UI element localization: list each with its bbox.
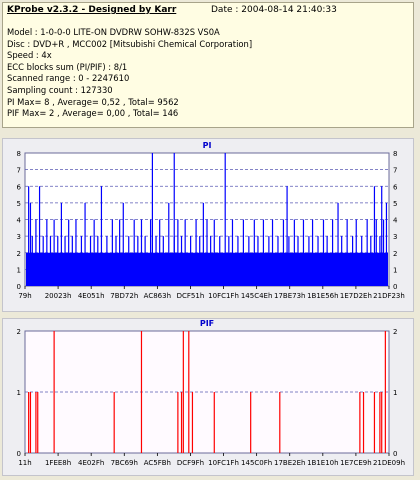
pi-xtick-label: 21DF23h	[373, 292, 405, 300]
pif-chart-title: PIF	[200, 319, 214, 328]
pif-ytick-left: 2	[17, 328, 21, 336]
pi-ytick-left: 6	[17, 183, 22, 191]
pi-ytick-left: 2	[17, 250, 21, 258]
pif-xtick-label: 4E02Fh	[78, 459, 104, 467]
sampling-line: Sampling count : 127330	[7, 84, 113, 95]
pif-xtick-label: 11h	[18, 459, 31, 467]
pi-ytick-left: 4	[17, 217, 22, 225]
pi-ytick-left: 7	[17, 167, 21, 175]
pi-xtick-label: 145C4Eh	[241, 292, 273, 300]
pi-ytick-left: 8	[17, 150, 21, 158]
model-line: Model : 1-0-0-0 LITE-ON DVDRW SOHW-832S …	[7, 27, 220, 37]
speed-line: Speed : 4x	[7, 50, 52, 61]
pif-chart: PIF 0 0 1 1 2 2 11h 1FEE8h 4E02Fh 7BC69h AC5FBh DCF9…	[17, 319, 406, 467]
ecc-line: ECC blocks sum (PI/PIF) : 8/1	[7, 61, 128, 72]
pi-xtick-label: 79h	[18, 292, 31, 300]
pif-xtick-label: 1E7CE9h	[340, 459, 372, 467]
pif-chart-panel: PIF 0 0 1 1 2 2 11h 1FEE8h 4E02Fh 7BC69h AC5FBh DCF9…	[2, 318, 414, 476]
pi-xtick-label: 4E051h	[78, 292, 105, 300]
pi-ytick-right: 5	[393, 200, 397, 208]
pi-xtick-label: 20023h	[45, 292, 72, 300]
pi-xtick-label: 1B1E56h	[307, 292, 338, 300]
pif-xtick-label: 17BE2Eh	[274, 459, 305, 467]
disc-line: Disc : DVD+R , MCC002 [Mitsubishi Chemic…	[7, 38, 253, 49]
pif-ytick-right: 0	[393, 450, 397, 458]
pif-ytick-right: 1	[393, 389, 397, 397]
app-title: KProbe v2.3.2 - Designed by Karr	[7, 5, 177, 15]
pif-ytick-left: 1	[17, 389, 21, 397]
pi-xtick-label: DCF51h	[177, 292, 205, 300]
pi-ytick-right: 8	[393, 150, 397, 158]
pif-xtick-label: 1B1E10h	[307, 459, 338, 467]
pif-xtick-label: 10FC1Fh	[208, 459, 239, 467]
pi-ytick-right: 2	[393, 250, 397, 258]
pi-chart: PI 0 0 1 1 2 2 3 3 4 4 5 5 6 6 7 7 8 8 79h 20023h 4E051h 7BD72…	[17, 141, 405, 300]
pi-ytick-left: 3	[17, 233, 21, 241]
pi-xtick-label: 1E7D2Eh	[340, 292, 372, 300]
pi-ytick-right: 1	[393, 266, 397, 274]
pi-chart-panel: PI 0 0 1 1 2 2 3 3 4 4 5 5 6 6 7 7 8 8 79h 20023h 4E051h 7BD72…	[2, 138, 414, 312]
pi-ytick-left: 0	[17, 283, 21, 291]
pif-ytick-right: 2	[393, 328, 397, 336]
pif-xtick-label: DCF9Fh	[177, 459, 204, 467]
pif-ytick-left: 0	[17, 450, 21, 458]
pi-ytick-left: 5	[17, 200, 21, 208]
pif-xtick-label: 1FEE8h	[45, 459, 71, 467]
pif-xtick-label: 7BC69h	[111, 459, 138, 467]
pi-ytick-right: 6	[393, 183, 398, 191]
pi-ytick-right: 7	[393, 167, 397, 175]
pif-summary-line: PIF Max= 2 , Average= 0,00 , Total= 146	[7, 108, 179, 119]
scan-date: Date : 2004-08-14 21:40:33	[211, 5, 337, 15]
pif-xtick-label: 21DE09h	[373, 459, 405, 467]
info-lines: Model : 1-0-0-0 LITE-ON DVDRW SOHW-832S …	[7, 27, 252, 120]
pi-ytick-right: 0	[393, 283, 397, 291]
pi-xtick-label: 7BD72h	[110, 292, 138, 300]
range-line: Scanned range : 0 - 2247610	[7, 73, 130, 84]
pi-xtick-label: 10FC1Fh	[208, 292, 239, 300]
pi-chart-title: PI	[203, 141, 212, 150]
pi-ytick-right: 4	[393, 217, 398, 225]
pi-summary-line: PI Max= 8 , Average= 0,52 , Total= 9562	[7, 96, 179, 107]
pi-xtick-label: AC863h	[144, 292, 171, 300]
pi-xtick-label: 17BE73h	[274, 292, 305, 300]
pi-ytick-right: 3	[393, 233, 397, 241]
pif-xtick-label: AC5FBh	[144, 459, 171, 467]
pif-xtick-label: 145C0Fh	[241, 459, 272, 467]
info-panel: KProbe v2.3.2 - Designed by Karr Date : …	[2, 2, 414, 128]
pi-ytick-left: 1	[17, 266, 21, 274]
